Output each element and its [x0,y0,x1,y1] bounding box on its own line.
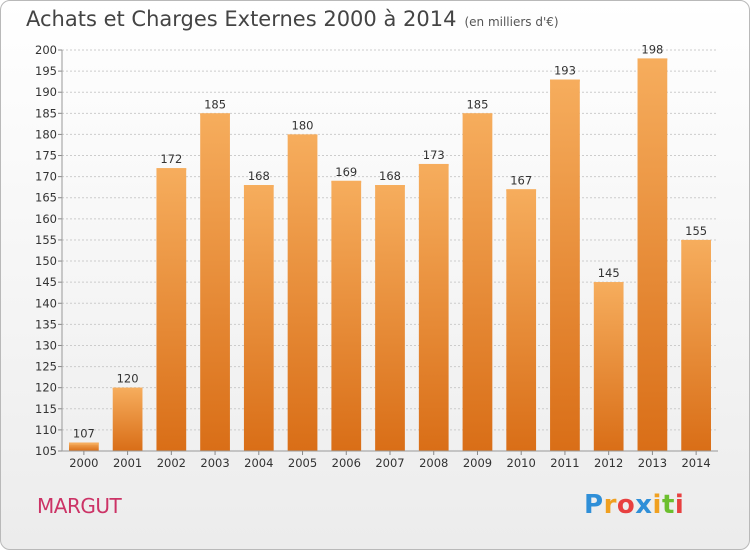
y-tick-label: 150 [35,254,57,268]
bar [462,113,493,451]
bar-top-highlight [243,185,274,188]
bar-top-highlight [506,189,537,192]
bar [112,387,143,451]
data-label: 168 [248,169,270,183]
data-label: 193 [554,64,576,78]
bar-top-highlight [681,239,712,242]
x-axis: 2000 2001 2002 2003 2004 2005 2006 2007 2008 2009… [62,450,718,470]
y-tick-label: 170 [35,170,57,184]
y-tick-label: 200 [35,43,57,57]
y-tick-label: 185 [35,106,57,120]
bar-top-highlight [200,113,230,116]
data-label: 185 [204,97,226,111]
bar-top-highlight [462,113,493,116]
logo-letter: x [635,490,653,520]
chart-title: Achats et Charges Externes 2000 à 2014 (e… [26,7,559,31]
y-tick-label: 195 [35,64,57,78]
y-tick-label: 115 [35,402,57,416]
data-label: 155 [685,224,707,238]
bars [68,58,712,452]
bar [375,185,405,452]
x-tick-label: 2007 [375,456,404,470]
x-tick-label: 2013 [638,456,667,470]
bar [200,113,230,451]
bar [418,163,449,451]
bar-top-highlight [550,79,580,82]
x-tick-label: 2004 [244,456,273,470]
bar [637,58,668,451]
x-tick-label: 2008 [419,456,448,470]
x-tick-label: 2011 [550,456,579,470]
bar-top-highlight [156,168,187,171]
logo-letter: t [661,490,675,520]
logo-letter: i [674,490,685,520]
x-tick-label: 2014 [681,456,710,470]
bar [681,239,712,451]
y-tick-label: 105 [35,444,57,458]
chart-title-text: Achats et Charges Externes 2000 à 2014 [26,7,457,31]
logo-letter: o [616,490,636,520]
y-axis: 105 110 115 120 125 130 135 140 145 150 155 160 165 1… [35,43,63,458]
x-tick-label: 2002 [157,456,186,470]
x-tick-label: 2000 [69,456,98,470]
y-tick-label: 135 [35,317,57,331]
bar-top-highlight [418,163,449,166]
bar [156,168,187,452]
logo-letter: i [652,490,662,520]
data-label: 169 [335,165,357,179]
bar [243,185,274,452]
bar-top-highlight [593,282,624,285]
y-tick-label: 130 [35,338,57,352]
x-tick-label: 2009 [463,456,492,470]
data-label: 185 [466,97,488,111]
y-tick-label: 145 [35,275,57,289]
data-label: 173 [423,148,445,162]
y-tick-label: 125 [35,360,57,374]
x-tick-label: 2012 [594,456,623,470]
y-tick-label: 140 [35,296,57,310]
data-label: 168 [379,169,401,183]
data-labels: 107 120 172 185 168 180 169 168 173 185 167 193 145 1… [73,42,707,440]
bar [331,180,362,451]
y-tick-label: 110 [35,423,57,437]
place-label: MARGUT [37,494,122,518]
bar-top-highlight [287,134,318,137]
data-label: 180 [292,118,314,132]
y-tick-label: 160 [35,212,57,226]
x-tick-label: 2001 [113,456,142,470]
data-label: 198 [641,42,663,56]
data-label: 172 [160,152,182,166]
x-tick-label: 2003 [200,456,229,470]
data-label: 120 [117,372,139,386]
bar [550,79,580,452]
proxiti-logo: Proxiti [584,490,684,520]
y-tick-label: 180 [35,127,57,141]
bar-top-highlight [68,442,99,445]
data-label: 167 [510,173,532,187]
logo-letter: r [603,490,617,520]
chart-unit-label: (en milliers d'€) [464,15,559,29]
bar [593,282,624,451]
y-tick-label: 175 [35,149,57,163]
bar [68,442,99,451]
bar-top-highlight [375,185,405,188]
bar-top-highlight [637,58,668,61]
y-tick-label: 155 [35,233,57,247]
y-tick-label: 120 [35,381,57,395]
y-tick-label: 190 [35,85,57,99]
x-tick-label: 2006 [332,456,361,470]
data-label: 107 [73,427,95,441]
bar-top-highlight [331,180,362,183]
x-tick-label: 2005 [288,456,317,470]
y-tick-label: 165 [35,191,57,205]
data-label: 145 [598,266,620,280]
logo-letter: P [584,490,604,520]
x-tick-label: 2010 [507,456,536,470]
bar [287,134,318,451]
bar-top-highlight [112,387,143,390]
bar [506,189,537,451]
